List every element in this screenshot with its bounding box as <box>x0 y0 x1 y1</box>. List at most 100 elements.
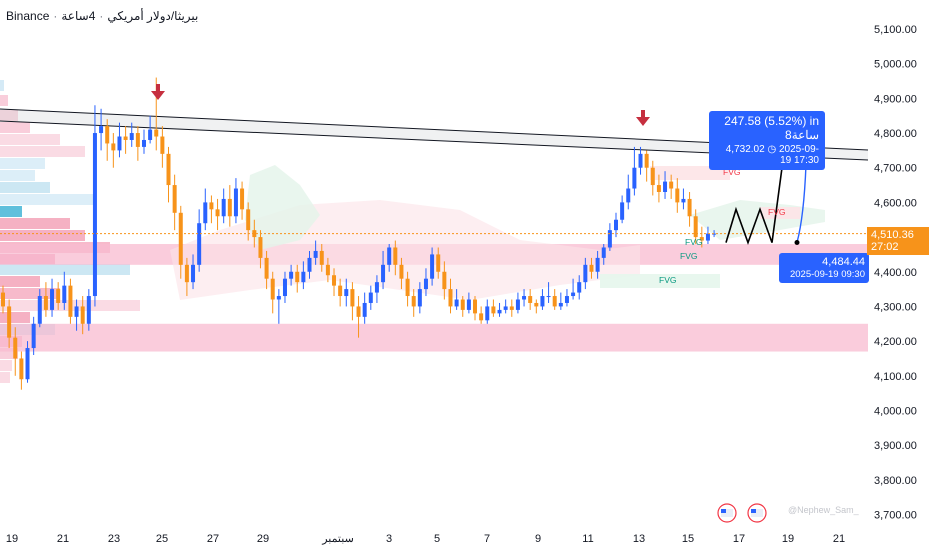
candle-body <box>577 282 582 293</box>
fvg-label: FVG <box>723 167 740 177</box>
volume-profile-bar <box>0 360 12 371</box>
fvg-label: FVG <box>768 207 785 217</box>
candle-body <box>282 278 287 297</box>
candle-body <box>620 202 625 220</box>
candle-body <box>436 254 441 272</box>
fvg-label: FVG <box>680 251 697 261</box>
candle-body <box>387 247 392 265</box>
candle-body <box>509 306 514 310</box>
fvg-green-box <box>600 274 720 288</box>
candle-body <box>13 337 18 359</box>
candle-body <box>534 302 539 307</box>
price-tick-label: 3,900.00 <box>874 440 917 452</box>
price-tick-label: 4,900.00 <box>874 93 917 105</box>
candle-body <box>601 247 606 258</box>
candle-body <box>607 230 612 248</box>
candle-body <box>325 264 330 276</box>
target-price: 4,732.02 <box>725 144 765 155</box>
projection-path <box>725 167 783 245</box>
entry-price-label: 4,484.44 <box>822 256 865 268</box>
fvg-red-box <box>760 207 800 219</box>
time-tick-label: 19 <box>782 533 794 545</box>
candle-body <box>344 289 349 297</box>
candle-body <box>246 209 251 231</box>
down-arrow-icon <box>641 110 645 117</box>
clock-icon: ◷ <box>767 144 777 155</box>
candle-body <box>687 198 692 217</box>
volume-profile-bar <box>0 372 10 383</box>
candle-body <box>571 292 576 297</box>
price-tick-label: 4,800.00 <box>874 128 917 140</box>
us-flag-icon <box>751 509 763 517</box>
candle-body <box>221 198 226 217</box>
price-tick-label: 5,000.00 <box>874 59 917 71</box>
candle-body <box>393 247 398 265</box>
current-price-tag: 4,510.36 27:02 <box>867 227 929 255</box>
candle-body <box>546 296 551 298</box>
volume-profile-bar <box>0 348 18 359</box>
candle-body <box>233 188 238 217</box>
time-tick-label: 3 <box>386 533 392 545</box>
cloud-green <box>245 165 320 250</box>
candle-body <box>454 299 459 307</box>
trend-channel-fill <box>0 109 868 160</box>
volume-profile-bar <box>0 146 85 157</box>
candle-body <box>56 289 61 303</box>
candle-body <box>626 188 631 203</box>
candle-body <box>319 250 324 265</box>
candle-body <box>252 230 257 238</box>
header-separator: · <box>99 9 104 23</box>
candle-body <box>656 185 661 192</box>
us-flag-icon <box>751 509 756 513</box>
time-tick-label: 7 <box>484 533 490 545</box>
us-flag-icon <box>721 509 726 513</box>
time-tick-label: 25 <box>156 533 168 545</box>
us-flag-icon <box>721 509 733 517</box>
time-tick-label: 17 <box>733 533 745 545</box>
volume-profile-bar <box>0 182 50 193</box>
entry-point <box>794 239 800 245</box>
candle-body <box>589 264 594 272</box>
candle-body <box>123 136 128 140</box>
volume-profile-bar <box>0 276 40 287</box>
candle-body <box>644 153 649 168</box>
candle-body <box>503 306 508 310</box>
candle-body <box>466 299 471 310</box>
candle-body <box>564 296 569 303</box>
entry-time-label: 2025-09-19 09:30 <box>789 269 865 280</box>
candle-body <box>638 153 643 168</box>
fvg-label: FVG <box>685 237 702 247</box>
volume-profile-bar <box>0 158 45 169</box>
watermark: @Nephew_Sam_ <box>788 505 859 515</box>
candle-body <box>681 198 686 203</box>
candle-body <box>712 233 717 235</box>
candle-body <box>74 306 79 317</box>
chart-header: Binance · بيريثا/دولار أمريكي·4ساعة <box>6 9 198 23</box>
candle-body <box>276 296 281 300</box>
candle-body <box>417 289 422 307</box>
candle-body <box>178 212 183 265</box>
candle-body <box>332 275 337 286</box>
time-tick-label: 27 <box>207 533 219 545</box>
time-tick-label: 5 <box>434 533 440 545</box>
target-change-label: 247.58 (5.52%) in 8ساعة <box>724 114 819 142</box>
time-tick-label: 29 <box>257 533 269 545</box>
down-arrow-icon <box>156 84 160 91</box>
candle-body <box>184 264 189 283</box>
candle-body <box>350 289 355 307</box>
candle-body <box>650 167 655 186</box>
volume-profile-bar <box>0 288 60 299</box>
volume-profile-bar <box>0 264 130 275</box>
candle-body <box>705 233 710 241</box>
candle-body <box>558 302 563 307</box>
current-price: 4,510.36 <box>871 229 914 241</box>
candle-body <box>1 292 5 307</box>
time-tick-label: 21 <box>57 533 69 545</box>
candle-body <box>632 167 637 189</box>
candle-body <box>7 306 12 338</box>
candle-body <box>614 219 618 231</box>
time-tick-label: 19 <box>6 533 18 545</box>
volume-profile-bar <box>0 230 85 241</box>
timeframe-label: 4ساعة <box>61 9 96 23</box>
